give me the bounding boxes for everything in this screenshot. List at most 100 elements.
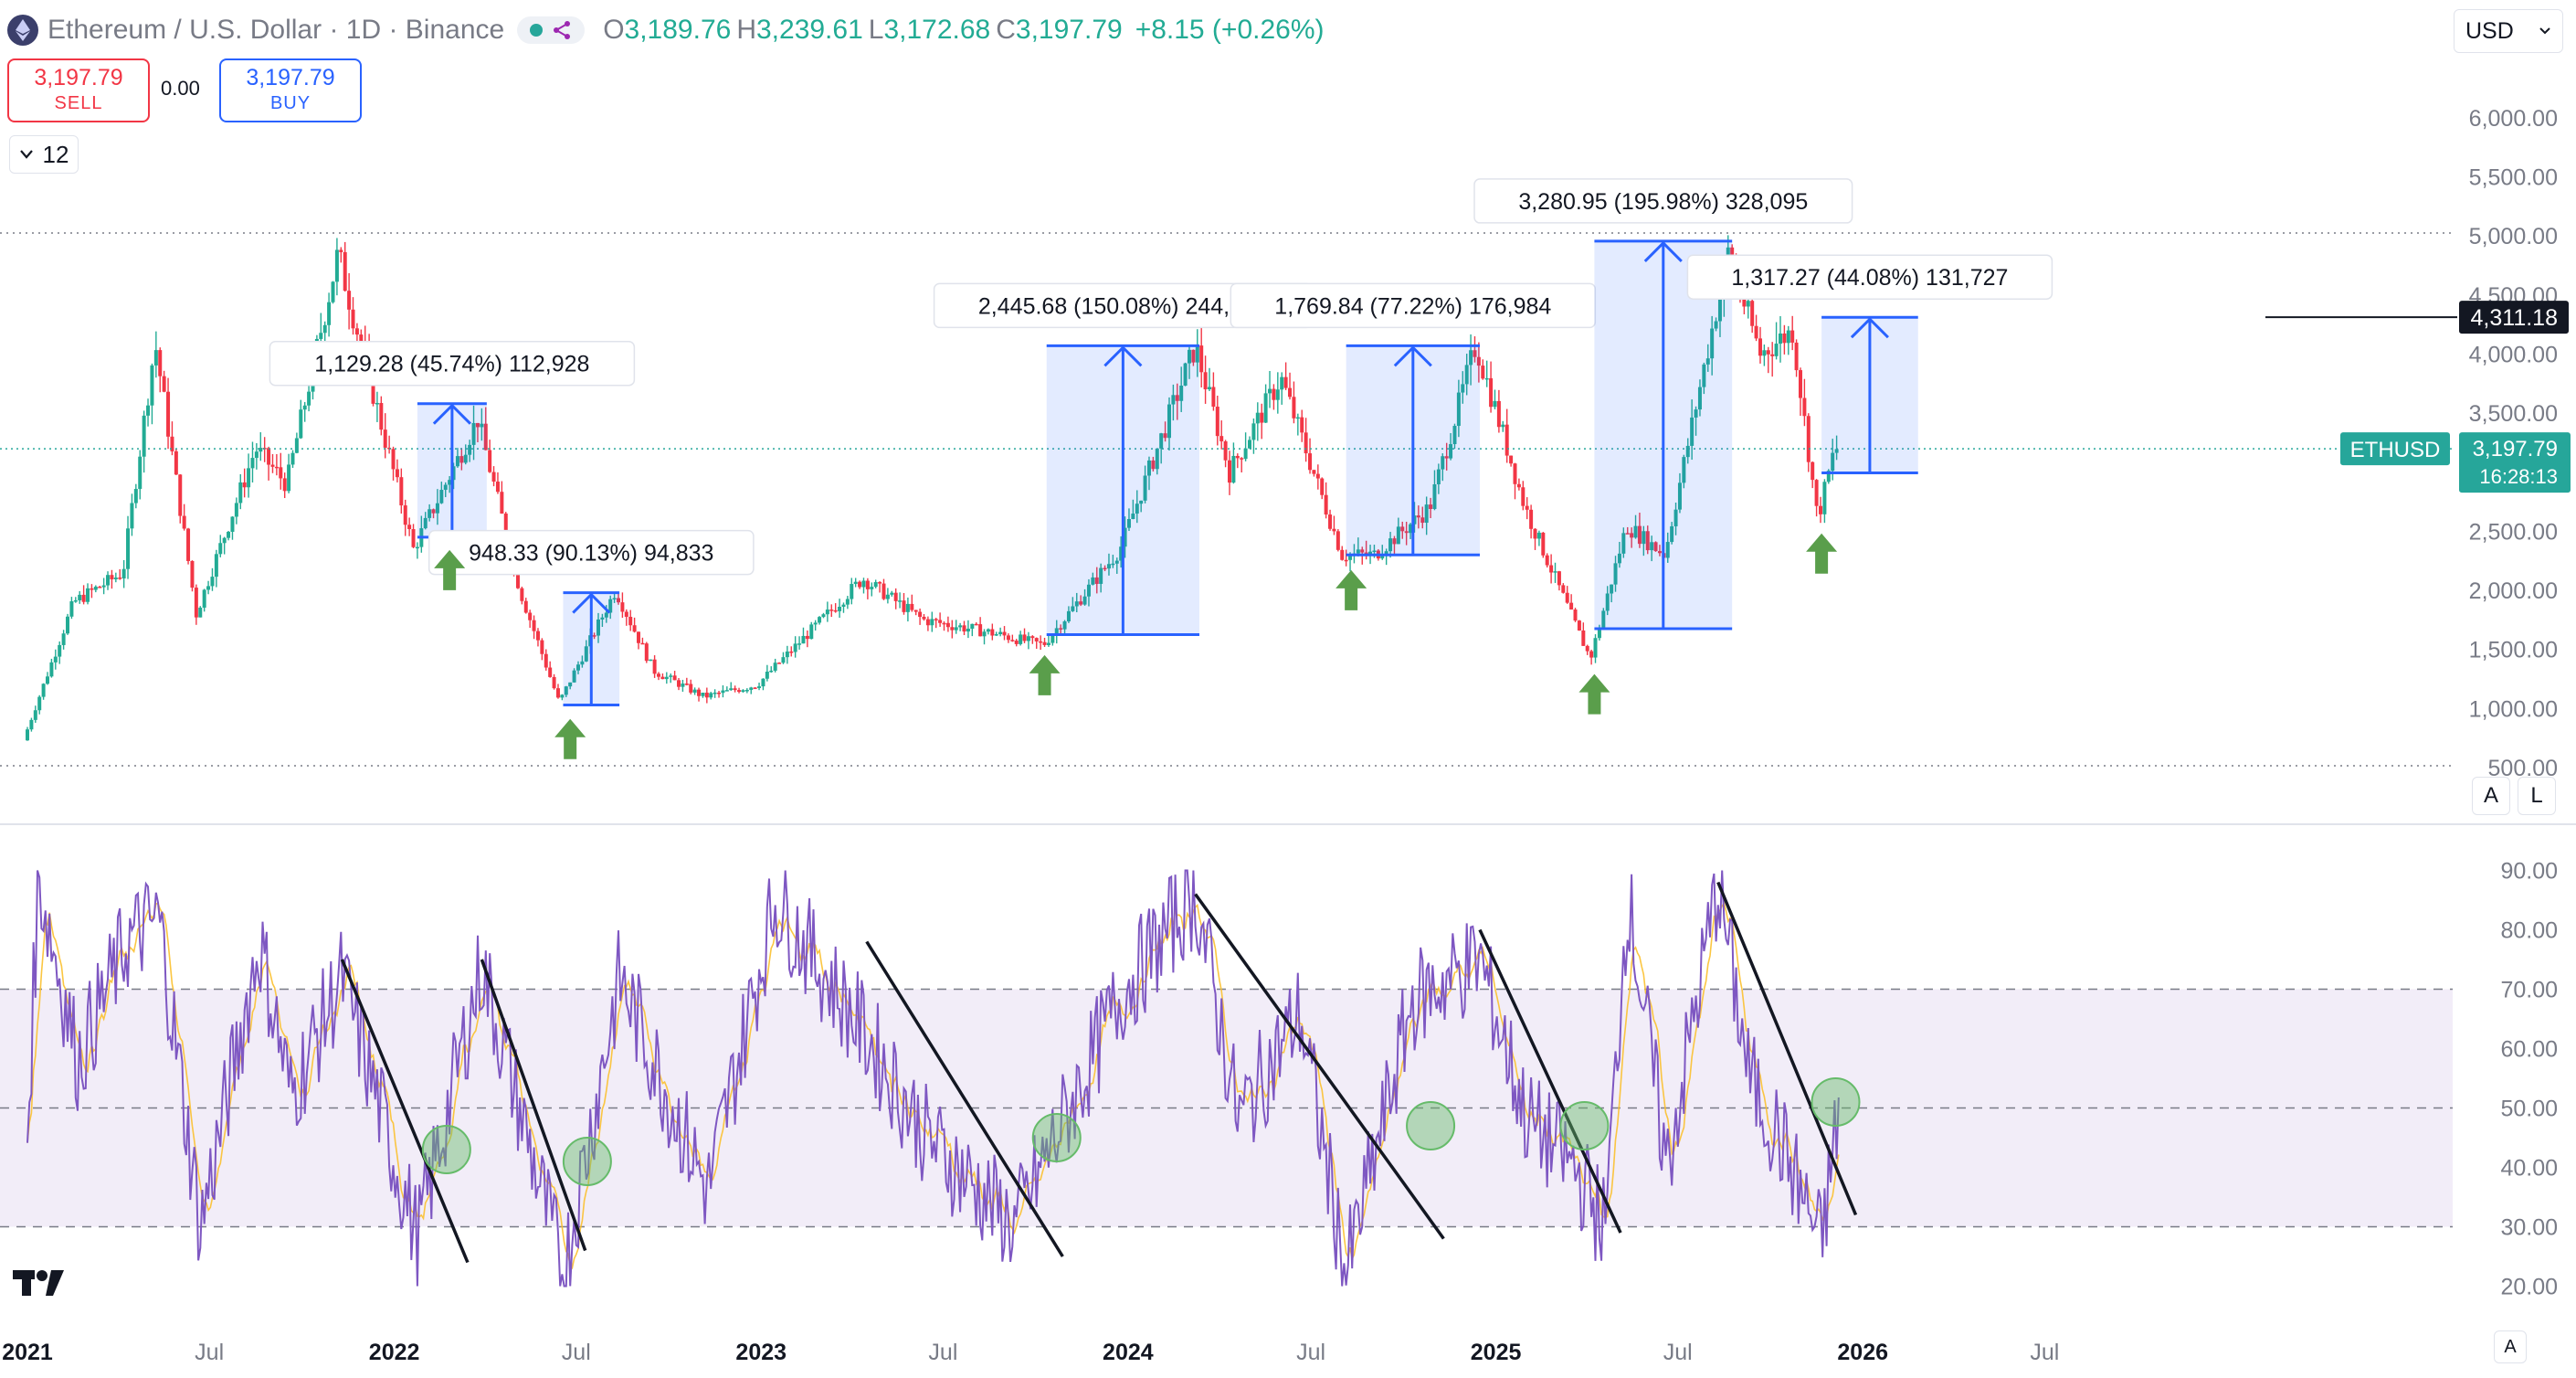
indicators-toggle-button[interactable]: 12 (9, 135, 79, 174)
candle-body (1255, 412, 1260, 424)
candle-body (359, 334, 364, 346)
measure-label: 2,445.68 (150.08%) 244,568 (978, 293, 1268, 319)
rsi-breakout-marker[interactable] (1406, 1101, 1456, 1150)
candle-body (153, 350, 158, 366)
auto-scale-button[interactable]: A (2472, 777, 2510, 815)
rsi-trendline[interactable] (1194, 893, 1445, 1240)
time-axis-tick: Jul (195, 1340, 224, 1365)
candle-body (841, 604, 846, 608)
candle-body (26, 729, 29, 741)
candle-body (1561, 585, 1566, 593)
rsi-trendline[interactable] (865, 940, 1064, 1257)
candle-body (210, 577, 215, 587)
price-range-measure[interactable]: 948.33 (90.13%) 94,833 (428, 529, 755, 706)
currency-select[interactable]: USD (2454, 9, 2563, 53)
candle-body (158, 350, 163, 376)
candle-body (1513, 463, 1517, 484)
price-range-measure[interactable]: 1,317.27 (44.08%) 131,727 (1686, 254, 2053, 474)
candle-body (664, 676, 669, 680)
candle-body (1022, 634, 1027, 641)
candle-body (1228, 460, 1232, 483)
rsi-trendline[interactable] (1716, 881, 1858, 1216)
candle-body (1770, 354, 1775, 356)
candle-body (495, 482, 500, 493)
candle-body (1139, 500, 1144, 504)
price-range-measure[interactable]: 2,445.68 (150.08%) 244,568 (933, 282, 1313, 637)
candle-body (1521, 487, 1526, 506)
candle-body (1082, 596, 1087, 605)
candle-body (411, 529, 416, 547)
price-range-measure[interactable]: 1,769.84 (77.22%) 176,984 (1230, 282, 1597, 556)
symbol-title[interactable]: Ethereum / U.S. Dollar · 1D · Binance (48, 15, 505, 45)
rsi-breakout-marker[interactable] (421, 1125, 471, 1174)
candle-body (302, 405, 307, 410)
candle-body (1151, 460, 1156, 470)
price-range-measure[interactable]: 3,280.95 (195.98%) 328,095 (1473, 178, 1853, 631)
candle-body (1481, 366, 1485, 379)
candle-body (829, 610, 834, 611)
candle-body (962, 625, 966, 632)
measure-arrow-head (572, 592, 611, 614)
candle-body (777, 662, 782, 664)
candle-body (126, 528, 131, 569)
candle-body (471, 422, 476, 445)
rsi-trendline[interactable] (480, 959, 587, 1252)
buy-button[interactable]: 3,197.79 BUY (219, 58, 362, 122)
rsi-breakout-marker[interactable] (1031, 1113, 1082, 1162)
candle-body (858, 581, 862, 588)
candle-body (455, 456, 459, 467)
candle-body (555, 688, 560, 698)
candle-body (1199, 345, 1204, 373)
candle-body (733, 688, 737, 691)
candle-body (918, 611, 923, 618)
candle-body (552, 676, 556, 689)
candle-body (942, 622, 946, 625)
entry-arrow-icon (1806, 533, 1838, 574)
candle-body (334, 249, 339, 282)
candle-body (254, 451, 259, 459)
candle-body (178, 474, 183, 516)
rsi-breakout-marker[interactable] (1559, 1101, 1610, 1150)
candle-body (186, 528, 191, 561)
candle-body (307, 391, 311, 406)
candle-body (873, 582, 878, 588)
candle-body (1308, 453, 1313, 471)
status-pill[interactable] (517, 16, 586, 44)
candle-body (535, 631, 540, 641)
candle-body (468, 444, 472, 455)
candle-body (1263, 393, 1268, 423)
rsi-breakout-marker[interactable] (562, 1137, 612, 1186)
candle-body (347, 291, 352, 310)
candle-body (620, 602, 625, 612)
candle-body (1601, 610, 1606, 629)
candle-body (769, 670, 774, 673)
rsi-auto-scale-button[interactable]: A (2494, 1330, 2527, 1363)
candle-body (704, 692, 709, 698)
rsi-axis-tick: 50.00 (2500, 1097, 2558, 1122)
rsi-breakout-marker[interactable] (1811, 1077, 1861, 1127)
candle-body (1207, 387, 1211, 390)
rsi-trendline[interactable] (1478, 928, 1622, 1234)
sell-button[interactable]: 3,197.79 SELL (7, 58, 150, 122)
candle-body (741, 690, 745, 693)
candle-body (1613, 563, 1618, 585)
candle-body (1831, 452, 1835, 472)
candle-body (1219, 436, 1224, 441)
candle-body (1014, 641, 1019, 644)
candle-body (954, 627, 958, 631)
rsi-trendline[interactable] (340, 959, 470, 1264)
log-scale-button[interactable]: L (2518, 777, 2556, 815)
candle-body (1645, 531, 1650, 551)
candle-body (1312, 470, 1316, 474)
candle-body (1006, 635, 1010, 641)
candle-body (488, 450, 492, 472)
candle-body (532, 620, 536, 631)
candle-body (966, 628, 970, 632)
candle-body (1610, 584, 1614, 594)
candle-body (1368, 551, 1373, 556)
candle-body (677, 680, 681, 687)
candle-body (198, 607, 203, 618)
candle-body (1766, 350, 1770, 355)
price-range-measure[interactable]: 1,129.28 (45.74%) 112,928 (269, 340, 636, 539)
